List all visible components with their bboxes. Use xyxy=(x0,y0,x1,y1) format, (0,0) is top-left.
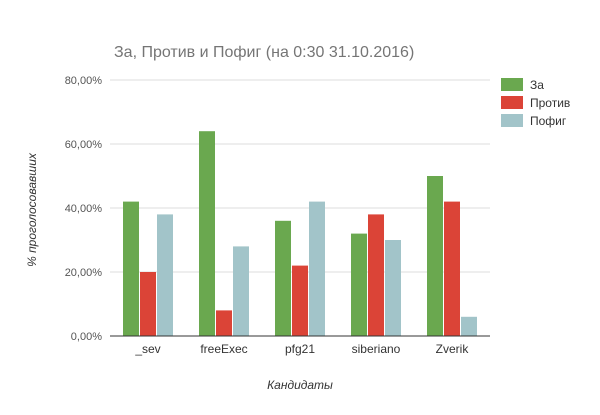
x-axis-title: Кандидаты xyxy=(267,378,333,392)
legend-label: Против xyxy=(530,96,570,110)
bar-freeExec-За xyxy=(199,131,215,336)
y-axis-title: % проголосовавших xyxy=(25,152,39,267)
bar-pfg21-Пофиг xyxy=(309,201,325,336)
x-tick-label: freeExec xyxy=(200,342,247,356)
bar-Zverik-Против xyxy=(444,201,460,336)
bar-freeExec-Против xyxy=(216,310,232,336)
legend-swatch xyxy=(501,78,523,91)
legend-swatch xyxy=(501,96,523,109)
y-tick-label: 60,00% xyxy=(65,139,103,151)
y-tick-label: 80,00% xyxy=(65,75,103,87)
chart-title: За, Против и Пофиг (на 0:30 31.10.2016) xyxy=(114,44,414,61)
bars xyxy=(123,131,477,336)
y-tick-label: 20,00% xyxy=(65,267,103,279)
x-tick-label: _sev xyxy=(134,342,160,356)
legend: За Против Пофиг xyxy=(501,78,570,128)
bar-siberiano-Против xyxy=(368,214,384,336)
bar-pfg21-За xyxy=(275,220,291,336)
bar-pfg21-Против xyxy=(292,265,308,336)
legend-label: Пофиг xyxy=(530,114,567,128)
bar-siberiano-Пофиг xyxy=(385,240,401,336)
bar-_sev-Против xyxy=(140,272,156,336)
x-tick-label: siberiano xyxy=(352,342,401,356)
y-tick-label: 40,00% xyxy=(65,203,103,215)
bar-_sev-Пофиг xyxy=(157,214,173,336)
bar-_sev-За xyxy=(123,201,139,336)
bar-freeExec-Пофиг xyxy=(233,246,249,336)
bar-Zverik-Пофиг xyxy=(461,316,477,336)
legend-label: За xyxy=(530,78,544,92)
legend-swatch xyxy=(501,114,523,127)
axes: 0,00% 20,00% 40,00% 60,00% 80,00% _sev freeExe… xyxy=(65,75,490,356)
bar-Zverik-За xyxy=(427,176,443,336)
x-tick-label: pfg21 xyxy=(285,342,315,356)
bar-siberiano-За xyxy=(351,233,367,336)
x-tick-label: Zverik xyxy=(436,342,470,356)
y-tick-label: 0,00% xyxy=(71,331,102,343)
